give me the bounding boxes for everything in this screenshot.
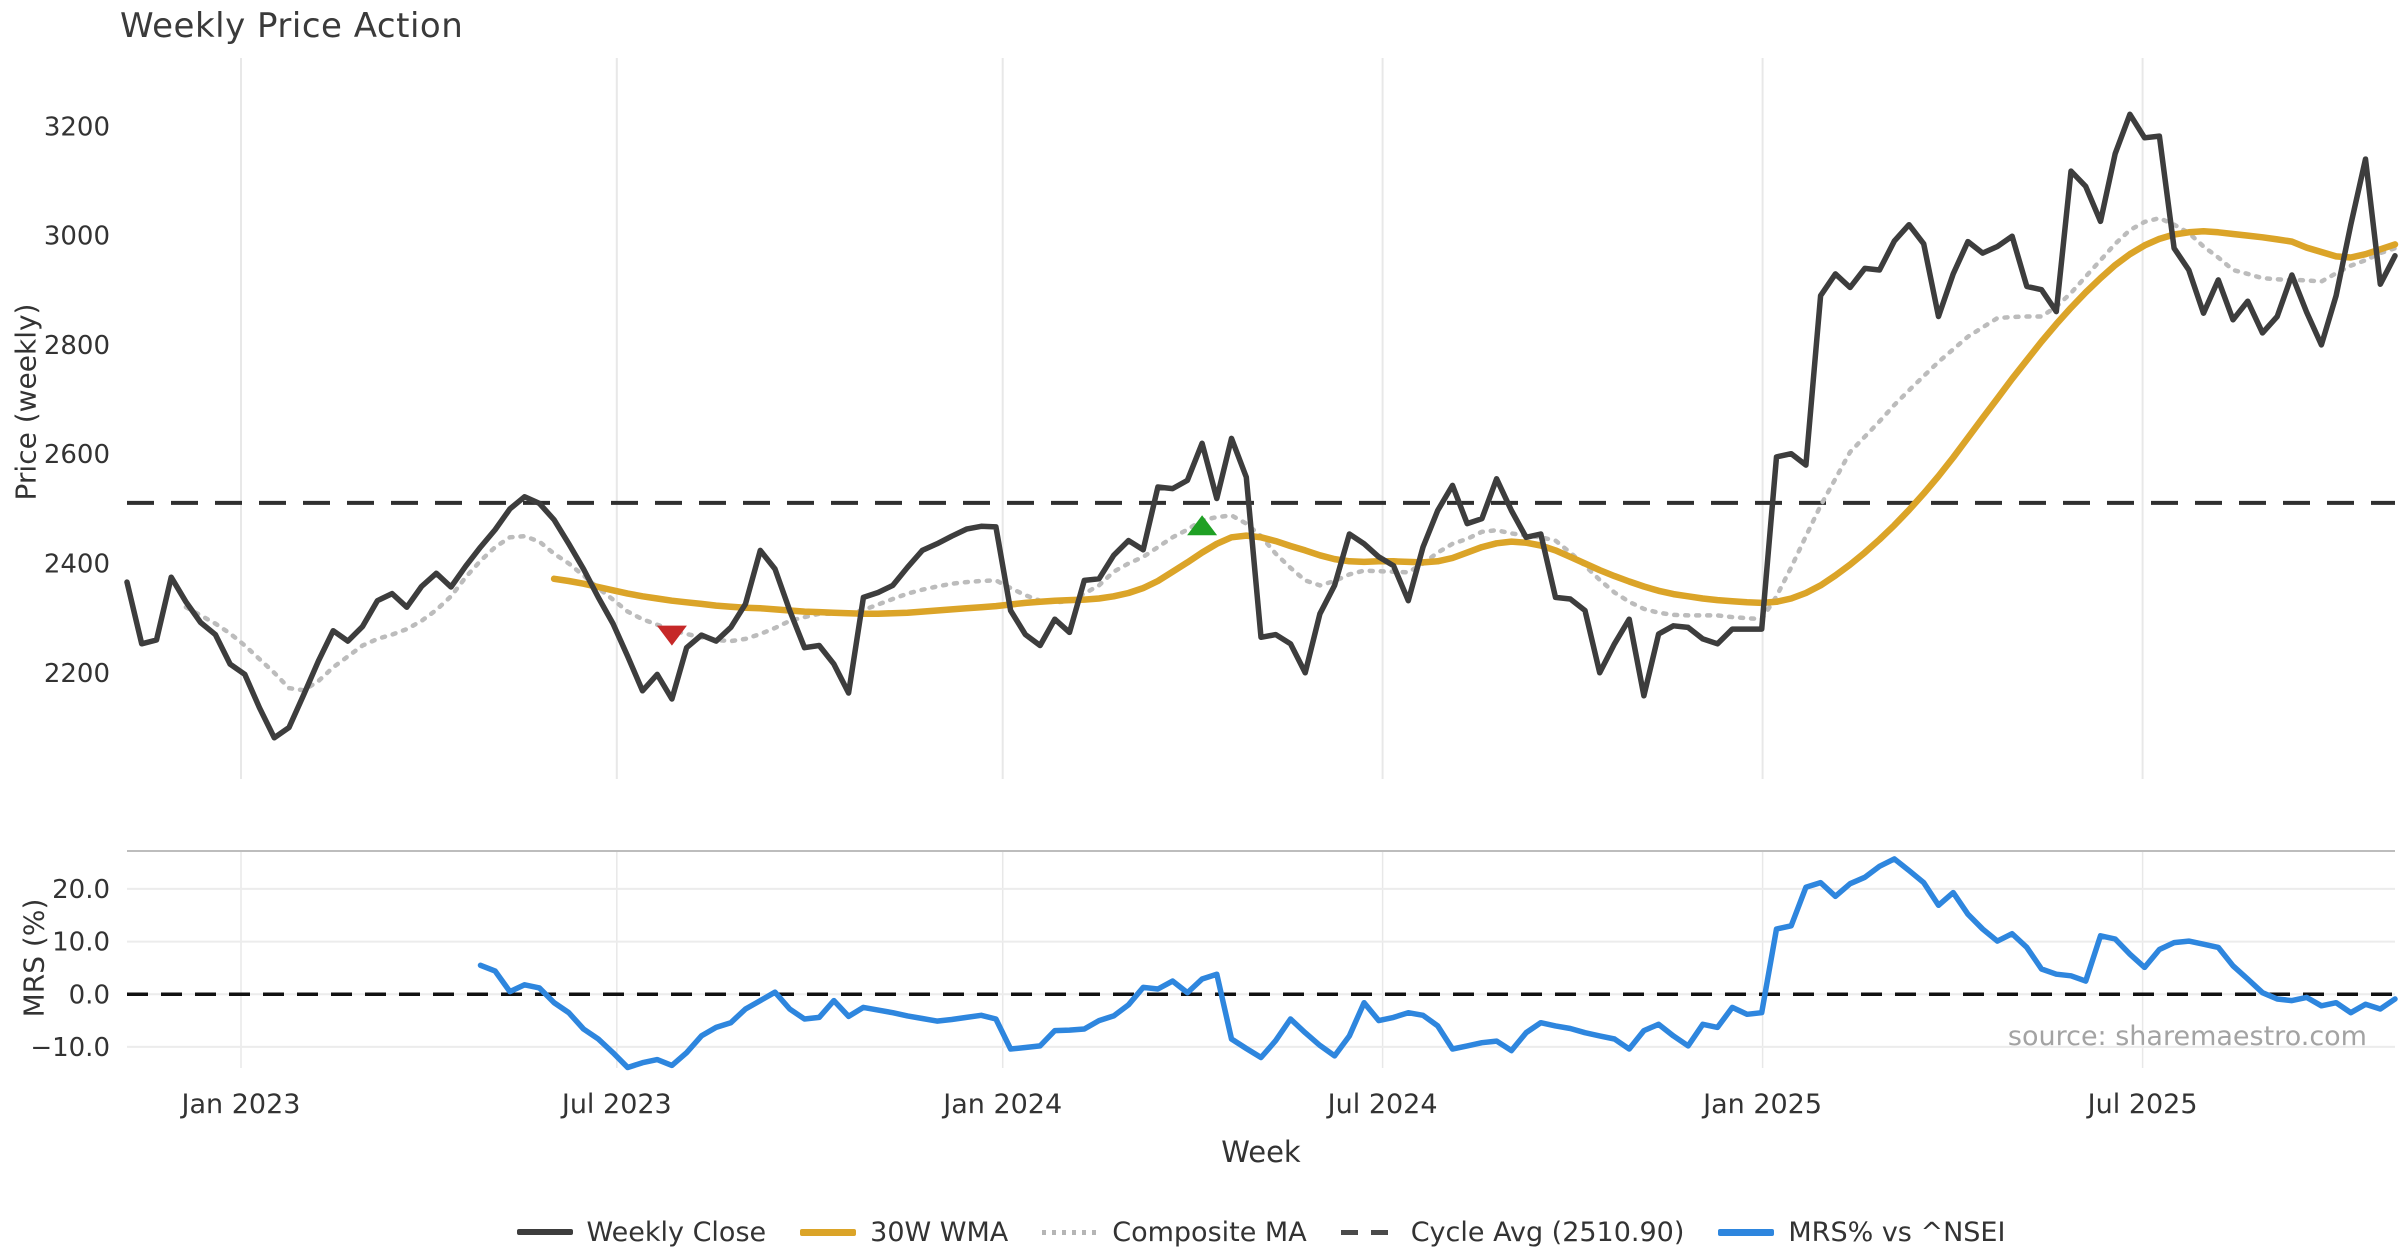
legend-label: Cycle Avg (2510.90) (1410, 1216, 1685, 1248)
mrs-line (477, 856, 2398, 1071)
x-tick-label: Jul 2024 (1326, 1089, 1438, 1120)
legend-label: MRS% vs ^NSEI (1788, 1216, 2006, 1248)
price-tick-label: 3200 (44, 112, 110, 142)
x-tick-label: Jul 2023 (560, 1089, 672, 1120)
composite-ma-line (183, 215, 2398, 693)
page-title: Weekly Price Action (120, 6, 464, 46)
legend-label: Weekly Close (586, 1216, 767, 1248)
legend-item-cycle-avg: Cycle Avg (2510.90) (1340, 1216, 1685, 1248)
composite-ma-dotted-sample-icon (1042, 1229, 1099, 1235)
x-tick-label: Jan 2023 (180, 1089, 301, 1120)
price-tick-label: 2800 (44, 331, 110, 361)
mrs-line-sample-icon (1718, 1228, 1775, 1236)
legend-item-mrs: MRS% vs ^NSEI (1718, 1217, 2005, 1248)
wma-line-sample-icon (800, 1228, 857, 1236)
x-axis-label: Week (1221, 1135, 1301, 1169)
price-tick-label: 2400 (44, 550, 110, 580)
legend-item-30w-wma: 30W WMA (800, 1217, 1008, 1248)
price-tick-label: 2200 (44, 659, 110, 689)
mrs-tick-label: 10.0 (52, 928, 110, 958)
mrs-tick-label: 20.0 (52, 875, 110, 905)
mrs-tick-label: 0.0 (69, 980, 110, 1010)
wma-30w-line (550, 227, 2399, 618)
source-note: source: sharemaestro.com (2008, 1021, 2367, 1052)
weekly-close-line-sample-icon (516, 1229, 573, 1235)
legend-item-composite-ma: Composite MA (1042, 1216, 1307, 1248)
mrs-tick-label: −10.0 (30, 1033, 110, 1063)
legend-item-weekly-close: Weekly Close (516, 1216, 767, 1248)
legend: Weekly Close 30W WMA Composite MA Cycle … (127, 1208, 2395, 1256)
sell-signal-marker-icon (656, 625, 687, 646)
x-tick-label: Jan 2025 (1701, 1089, 1822, 1120)
buy-signal-marker-icon (1187, 515, 1218, 536)
legend-label: 30W WMA (870, 1216, 1009, 1248)
x-tick-label: Jan 2024 (941, 1089, 1062, 1120)
legend-label: Composite MA (1112, 1216, 1307, 1248)
price-tick-label: 3000 (44, 222, 110, 252)
x-tick-label: Jul 2025 (2086, 1089, 2198, 1120)
cycle-avg-dashed-sample-icon (1340, 1229, 1397, 1235)
weekly-close-line (124, 111, 2398, 741)
price-tick-label: 2600 (44, 440, 110, 470)
